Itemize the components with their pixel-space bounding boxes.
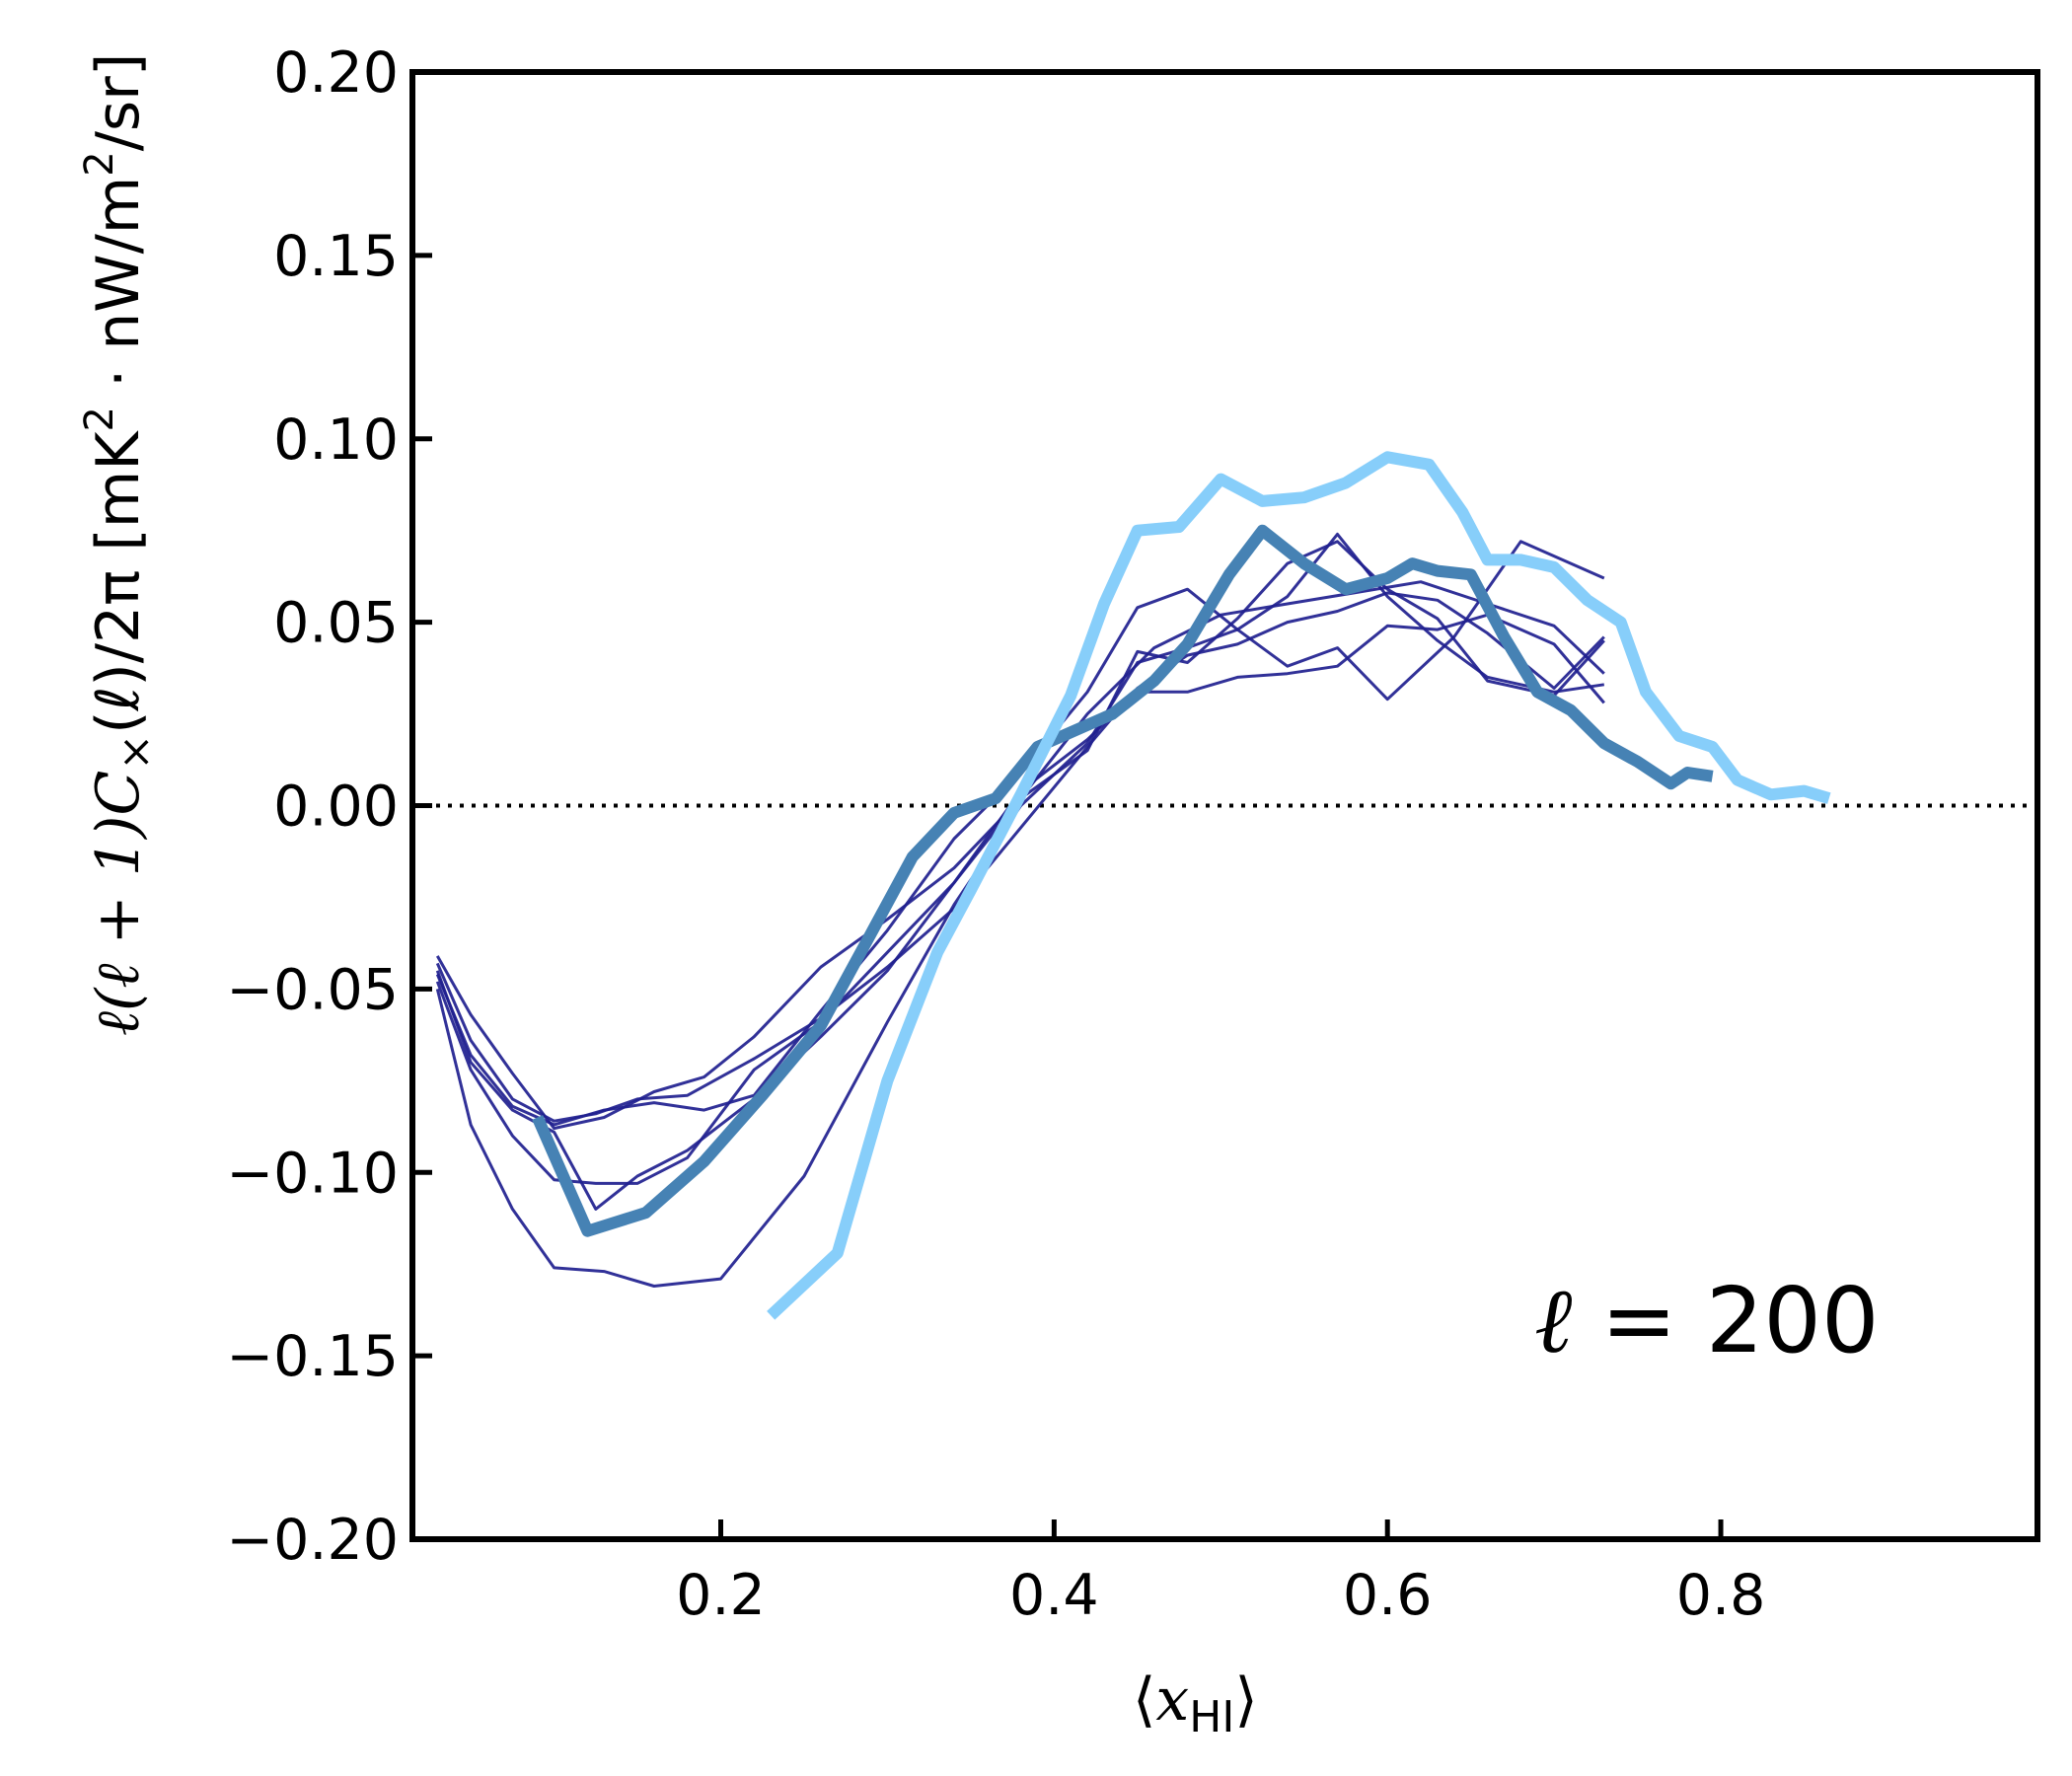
y-tick-label: 0.05: [273, 591, 399, 656]
x-tick-label: 0.8: [1676, 1563, 1766, 1628]
y-tick-label: −0.05: [226, 957, 399, 1022]
axes-ticks: −0.20−0.15−0.10−0.050.000.050.100.150.20…: [226, 40, 1765, 1628]
y-tick-label: 0.20: [273, 40, 399, 106]
y-tick-label: −0.15: [226, 1324, 399, 1389]
x-tick-label: 0.4: [1009, 1563, 1099, 1628]
series-line-realization-6: [435, 591, 1605, 1123]
x-tick-label: 0.2: [676, 1563, 766, 1628]
y-tick-label: 0.00: [273, 775, 399, 840]
y-tick-label: 0.15: [273, 224, 399, 289]
y-tick-label: 0.10: [273, 407, 399, 473]
series-line-mean-dark: [532, 524, 1714, 1237]
x-axis-label: ⟨xHI⟩: [1133, 1665, 1258, 1742]
series-line-realization-3: [435, 613, 1605, 1185]
series-group: [435, 451, 1831, 1320]
x-tick-label: 0.6: [1343, 1563, 1433, 1628]
series-line-realization-1: [435, 580, 1605, 1131]
y-tick-label: −0.10: [226, 1141, 399, 1206]
series-line-realization-4: [435, 532, 1605, 1288]
ell-annotation: ℓ = 200: [1534, 1268, 1880, 1373]
series-line-light-model: [767, 451, 1831, 1320]
y-axis-label: ℓ(ℓ + 1)C×(ℓ)/2π [mK2 · nW/m2/sr]: [77, 53, 161, 1036]
y-tick-label: −0.20: [226, 1508, 399, 1573]
